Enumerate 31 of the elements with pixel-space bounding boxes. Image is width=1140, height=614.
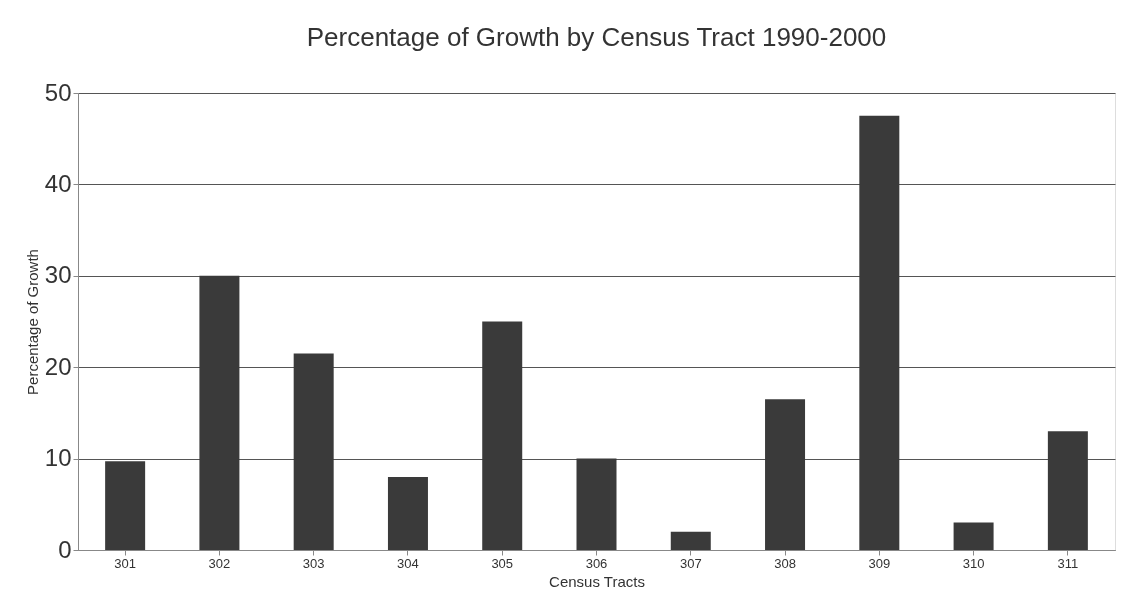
x-tick-label: 304 — [397, 555, 419, 571]
x-tick-label: 309 — [868, 555, 891, 571]
y-tick-label: 40 — [44, 169, 72, 197]
y-tick-label: 10 — [44, 444, 72, 472]
y-tick-label: 50 — [44, 78, 72, 106]
bar — [105, 461, 146, 550]
x-tick-label: 311 — [1057, 555, 1079, 571]
x-tick-label: 305 — [491, 555, 514, 571]
x-tick-label: 302 — [208, 555, 231, 571]
x-tick-label: 308 — [774, 555, 796, 571]
x-tick-label: 303 — [302, 555, 325, 571]
bar — [670, 531, 711, 550]
y-tick-label: 30 — [44, 261, 72, 289]
bar — [199, 275, 240, 550]
x-tick-label: 301 — [114, 555, 136, 571]
y-axis-title: Percentage of Growth — [23, 249, 41, 395]
x-axis-title: Census Tracts — [549, 572, 645, 590]
bar — [387, 476, 428, 550]
x-tick-label: 306 — [585, 555, 608, 571]
bar — [765, 399, 806, 550]
x-tick-label: 310 — [962, 555, 985, 571]
x-tick-label: 307 — [679, 555, 702, 571]
bar — [482, 321, 523, 550]
bar — [576, 458, 617, 550]
bar — [953, 522, 994, 550]
bar — [859, 115, 900, 550]
chart-title: Percentage of Growth by Census Tract 1990-2000 — [306, 22, 887, 52]
y-tick-label: 0 — [58, 535, 72, 563]
y-tick-label: 20 — [44, 352, 72, 380]
bar — [1047, 431, 1088, 550]
bar — [293, 353, 334, 550]
